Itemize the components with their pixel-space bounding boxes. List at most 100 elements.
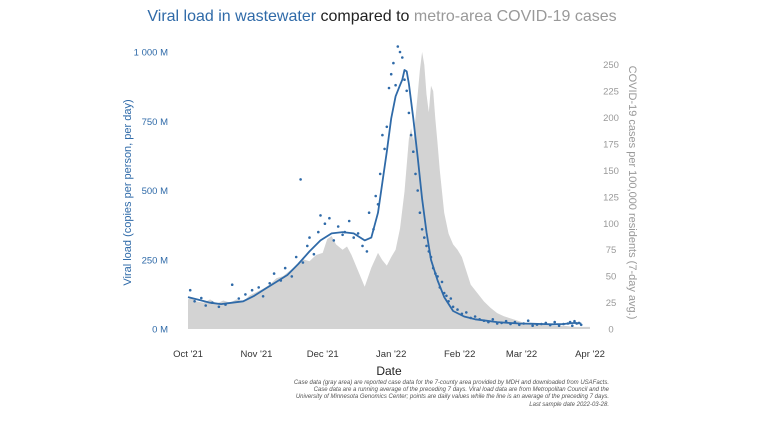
y-left-tick-label: 750 M	[142, 117, 168, 128]
viral-load-point	[244, 293, 247, 296]
viral-load-point	[347, 219, 351, 223]
y-right-tick-label: 225	[603, 87, 619, 98]
viral-load-point	[328, 216, 331, 220]
viral-load-point	[425, 244, 428, 248]
y-right-tick-label: 75	[606, 245, 617, 256]
cases-area	[188, 52, 590, 329]
viral-load-point	[204, 304, 207, 307]
viral-load-point	[389, 72, 393, 76]
viral-load-point	[385, 125, 389, 129]
viral-load-point	[416, 189, 420, 192]
y-right-tick-label: 25	[606, 298, 617, 309]
viral-load-point	[401, 56, 404, 59]
viral-load-point	[261, 295, 265, 298]
viral-load-point	[367, 211, 371, 214]
note-line-3: University of Minnesota Genomics Center;…	[295, 394, 609, 401]
viral-load-point	[290, 275, 294, 278]
viral-load-point	[365, 250, 369, 253]
viral-load-point	[398, 50, 402, 54]
y-left-tick-label: 1 000 M	[134, 48, 168, 59]
y-right-tick-label: 50	[606, 272, 617, 283]
x-tick-label: Apr '22	[575, 349, 605, 360]
x-axis-label: Date	[376, 364, 402, 378]
y-left-tick-label: 0 M	[152, 325, 168, 336]
viral-load-point	[200, 296, 203, 300]
x-tick-label: Feb '22	[444, 349, 475, 360]
y-left-tick-label: 500 M	[142, 186, 168, 197]
viral-load-point	[268, 282, 272, 285]
viral-load-point	[323, 222, 327, 225]
viral-load-point	[451, 305, 455, 309]
y-right-tick-label: 150	[603, 166, 619, 177]
viral-load-point	[319, 214, 322, 217]
viral-load-point	[294, 255, 298, 259]
viral-load-point	[356, 232, 360, 235]
viral-load-point	[392, 61, 395, 65]
viral-load-point	[394, 83, 397, 87]
y-right-tick-label: 0	[608, 325, 613, 336]
viral-load-point	[361, 244, 364, 248]
viral-load-point	[553, 320, 556, 324]
viral-load-point	[383, 147, 386, 151]
x-tick-label: Nov '21	[241, 349, 273, 360]
viral-load-point	[405, 89, 409, 93]
viral-load-point	[396, 45, 400, 48]
viral-load-point	[308, 236, 311, 239]
viral-load-point	[557, 324, 561, 328]
viral-load-point	[272, 272, 276, 275]
viral-load-point	[341, 233, 344, 237]
x-tick-label: Dec '21	[307, 349, 339, 360]
viral-load-point	[526, 319, 530, 323]
viral-load-point	[312, 252, 316, 256]
viral-load-point	[409, 133, 413, 137]
viral-load-point	[336, 225, 340, 228]
viral-load-point	[571, 324, 574, 328]
viral-load-point	[531, 324, 534, 328]
viral-load-point	[250, 288, 254, 292]
viral-load-point	[188, 288, 192, 292]
viral-load-point	[403, 78, 406, 81]
title-cases-part: metro-area COVID-19 cases	[413, 8, 617, 25]
y-right-tick-label: 200	[603, 113, 619, 124]
y-right-tick-label: 125	[603, 192, 619, 203]
viral-load-point	[230, 283, 234, 287]
viral-load-point	[445, 294, 448, 298]
y-left-axis-label: Viral load (copies per person, per day)	[122, 99, 134, 285]
viral-load-average-line	[187, 69, 582, 326]
viral-load-point	[381, 133, 384, 137]
viral-load-point	[378, 172, 382, 176]
viral-load-point	[440, 280, 444, 284]
viral-load-point	[237, 297, 241, 300]
x-tick-label: Oct '21	[173, 349, 203, 360]
viral-load-point	[465, 311, 468, 314]
chart-notes: Case data (gray area) are reported case …	[249, 380, 609, 409]
viral-load-point	[257, 286, 261, 289]
viral-load-point	[423, 236, 426, 239]
viral-load-point	[332, 239, 336, 242]
viral-load-point	[352, 236, 356, 239]
viral-load-point	[193, 300, 196, 303]
viral-load-point	[306, 244, 309, 248]
viral-load-point	[412, 150, 415, 153]
y-right-axis-label: COVID-19 cases per 100,000 residents (7-…	[626, 66, 638, 320]
viral-load-point	[456, 308, 459, 311]
note-line-2: Case data are a running average of the p…	[313, 387, 609, 394]
viral-load-point	[449, 297, 453, 300]
note-line-4: Last sample date 2022-03-28.	[529, 401, 609, 408]
viral-load-point	[418, 211, 422, 214]
title-wastewater-part: Viral load in wastewater	[147, 8, 317, 25]
viral-load-point	[407, 111, 411, 115]
viral-load-point	[283, 266, 287, 270]
viral-load-point	[473, 315, 477, 318]
viral-load-point	[420, 228, 424, 231]
viral-load-point	[301, 261, 305, 264]
note-line-1: Case data (gray area) are reported case …	[293, 380, 609, 386]
y-right-tick-label: 175	[603, 139, 619, 150]
chart-title: Viral load in wastewater compared to met…	[0, 8, 764, 26]
x-tick-label: Jan '22	[376, 349, 406, 360]
y-left-tick-label: 250 M	[142, 255, 168, 266]
viral-load-point	[299, 178, 302, 181]
viral-load-point	[573, 319, 576, 323]
